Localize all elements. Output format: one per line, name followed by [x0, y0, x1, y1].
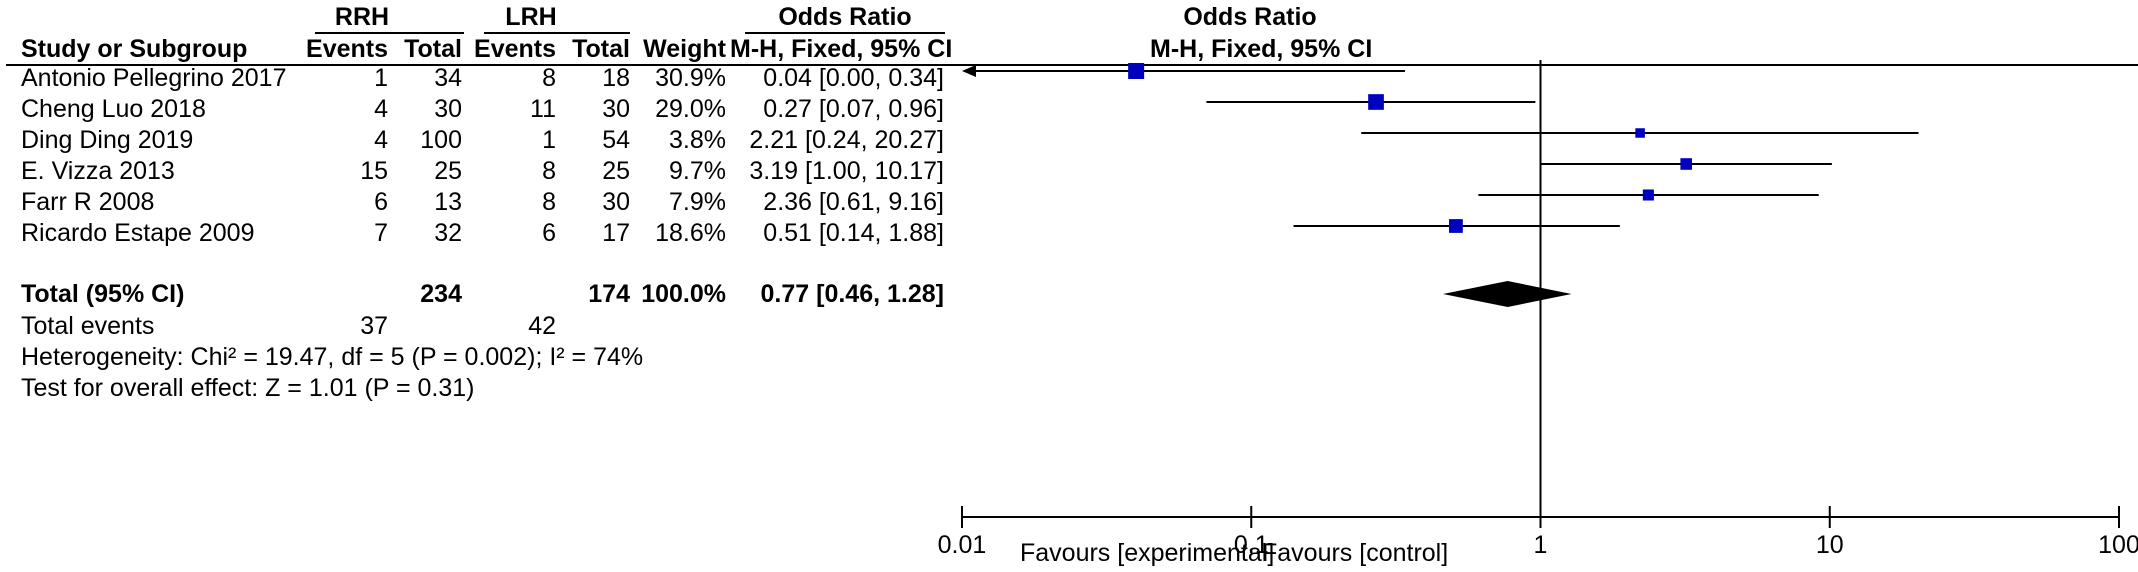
- or-ci: 3.19 [1.00, 10.17]: [749, 157, 944, 185]
- plot-title: Odds Ratio: [1183, 3, 1317, 31]
- rrh-events: 1: [374, 64, 388, 92]
- total-label: Total (95% CI): [21, 280, 185, 308]
- lrh-total: 54: [602, 126, 630, 154]
- or-ci: 0.04 [0.00, 0.34]: [763, 64, 944, 92]
- or-underline: [745, 32, 945, 34]
- or-ci: 2.21 [0.24, 20.27]: [749, 126, 944, 154]
- weight: 7.9%: [669, 188, 726, 216]
- or-ci: 0.51 [0.14, 1.88]: [763, 219, 944, 247]
- weight: 9.7%: [669, 157, 726, 185]
- plot-marks: [962, 63, 1919, 307]
- lrh-underline: [484, 32, 630, 34]
- rrh-total: 32: [434, 219, 462, 247]
- weight: 3.8%: [669, 126, 726, 154]
- favours-right-label: Favours [control]: [1262, 539, 1449, 567]
- lrh-total: 30: [602, 188, 630, 216]
- lrh-total: 30: [602, 95, 630, 123]
- or-ci: 2.36 [0.61, 9.16]: [763, 188, 944, 216]
- x-tick-label: 100: [2098, 531, 2138, 559]
- lrh-total: 17: [602, 219, 630, 247]
- group-rrh-header: RRH: [334, 3, 390, 31]
- lrh-total: 18: [602, 64, 630, 92]
- header-rule: [6, 64, 2138, 66]
- rrh-total: 234: [420, 280, 462, 308]
- rrh-total: 30: [434, 95, 462, 123]
- col-weight-header: Weight: [643, 35, 726, 63]
- rrh-total: 100: [420, 126, 462, 154]
- lrh-events: 1: [542, 126, 556, 154]
- heterogeneity-stat: Heterogeneity: Chi² = 19.47, df = 5 (P =…: [21, 343, 644, 371]
- lrh-events: 6: [542, 219, 556, 247]
- overall-effect-test: Test for overall effect: Z = 1.01 (P = 0…: [21, 374, 475, 402]
- col-rrh-events-header: Events: [306, 35, 388, 63]
- rrh-events: 15: [360, 157, 388, 185]
- odds-ratio-header: Odds Ratio: [778, 3, 912, 31]
- or-ci: 0.27 [0.07, 0.96]: [763, 95, 944, 123]
- study-name: E. Vizza 2013: [21, 157, 175, 185]
- study-name: Ding Ding 2019: [21, 126, 194, 154]
- col-study-header: Study or Subgroup: [21, 35, 248, 63]
- weight: 18.6%: [655, 219, 726, 247]
- study-marker: [1449, 219, 1463, 233]
- rrh-underline: [315, 32, 464, 34]
- ci-arrow: [962, 65, 976, 77]
- x-tick-label: 10: [1816, 531, 1844, 559]
- weight: 30.9%: [655, 64, 726, 92]
- x-tick-label: 0.01: [938, 531, 987, 559]
- plot-subtitle: M-H, Fixed, 95% CI: [1150, 35, 1373, 63]
- study-marker: [1642, 189, 1654, 201]
- rrh-total: 13: [434, 188, 462, 216]
- weight: 100.0%: [641, 280, 726, 308]
- favours-left-label: Favours [experimental]: [1020, 539, 1275, 567]
- lrh-events: 42: [528, 312, 556, 340]
- lrh-total: 174: [588, 280, 630, 308]
- lrh-events: 8: [542, 64, 556, 92]
- study-name: Farr R 2008: [21, 188, 155, 216]
- rrh-events: 4: [374, 126, 388, 154]
- col-rrh-total-header: Total: [404, 35, 462, 63]
- study-name: Antonio Pellegrino 2017: [21, 64, 287, 92]
- lrh-events: 11: [530, 95, 556, 123]
- col-or-method-header: M-H, Fixed, 95% CI: [730, 35, 953, 63]
- rrh-events: 37: [360, 312, 388, 340]
- study-marker: [1635, 128, 1645, 138]
- rrh-events: 4: [374, 95, 388, 123]
- lrh-events: 8: [542, 188, 556, 216]
- study-name: Cheng Luo 2018: [21, 95, 206, 123]
- x-tick-label: 0.1: [1234, 531, 1269, 559]
- pooled-diamond: [1442, 281, 1572, 307]
- rrh-total: 25: [434, 157, 462, 185]
- group-lrh-header: LRH: [505, 3, 557, 31]
- x-axis: 0.01 0.1 1 10 100: [938, 60, 2138, 559]
- study-marker: [1368, 94, 1384, 110]
- study-marker: [1128, 63, 1145, 79]
- col-lrh-events-header: Events: [474, 35, 556, 63]
- rrh-events: 6: [374, 188, 388, 216]
- events-label: Total events: [21, 312, 155, 340]
- col-lrh-total-header: Total: [572, 35, 630, 63]
- study-name: Ricardo Estape 2009: [21, 219, 255, 247]
- rrh-events: 7: [374, 219, 388, 247]
- lrh-events: 8: [542, 157, 556, 185]
- weight: 29.0%: [655, 95, 726, 123]
- or-ci: 0.77 [0.46, 1.28]: [760, 280, 944, 308]
- x-tick-label: 1: [1534, 531, 1548, 559]
- study-marker: [1680, 158, 1693, 170]
- rrh-total: 34: [434, 64, 462, 92]
- lrh-total: 25: [602, 157, 630, 185]
